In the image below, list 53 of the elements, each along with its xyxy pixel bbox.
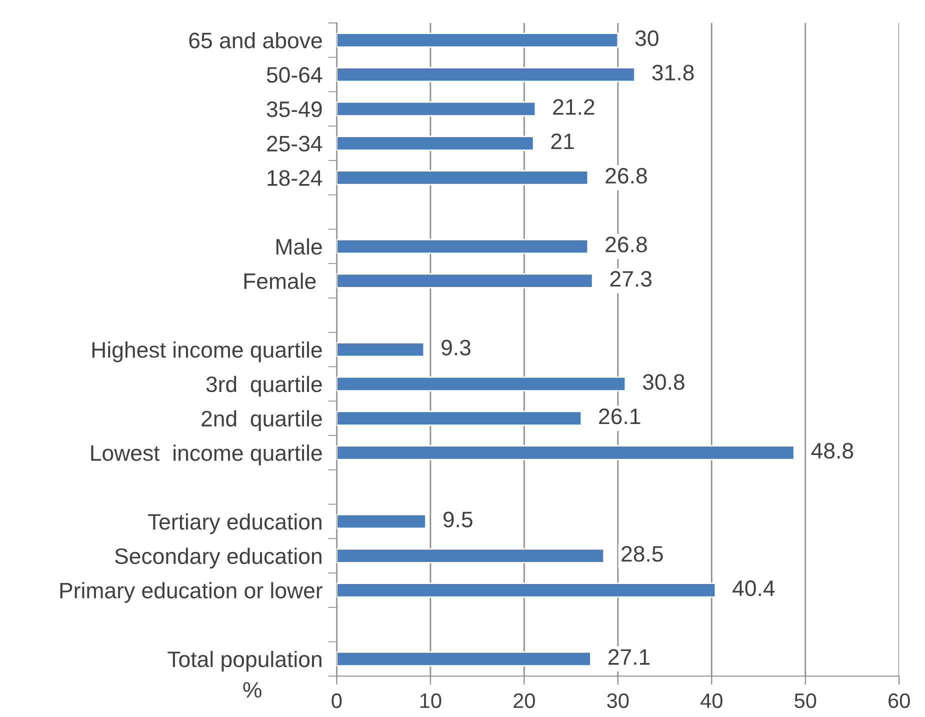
x-axis-title: %	[243, 682, 262, 698]
data-label: 21	[551, 133, 574, 150]
bar	[336, 66, 636, 82]
bar	[336, 376, 626, 392]
bar	[336, 651, 592, 667]
y-tick-label: 50-64	[266, 67, 322, 83]
data-label: 30.8	[642, 374, 684, 390]
y-tick-label: Total population	[168, 650, 322, 672]
bar	[336, 445, 795, 460]
y-tick-label: 2nd quartile	[202, 410, 322, 431]
x-tick-label: 10	[420, 693, 442, 708]
bar	[336, 238, 589, 254]
data-label: 40.4	[732, 580, 775, 596]
x-tick-label: 20	[514, 693, 535, 708]
bar	[336, 273, 594, 288]
y-tick-label: Lowest income quartile	[91, 444, 322, 466]
bar	[336, 410, 582, 426]
bar	[336, 514, 426, 529]
y-tick-label: 35-49	[266, 101, 322, 118]
data-label: 9.5	[443, 512, 472, 528]
y-tick-label: Tertiary education	[148, 513, 322, 534]
data-label: 31.8	[652, 64, 694, 80]
y-tick-label: Primary education or lower	[60, 582, 322, 603]
data-label: 21.2	[553, 99, 594, 115]
x-tick-label: 50	[794, 693, 816, 708]
bar	[336, 342, 425, 358]
bar	[336, 101, 536, 116]
data-label: 48.8	[811, 442, 854, 459]
y-tick-label: Male	[276, 238, 322, 255]
x-tick-label: 40	[700, 693, 722, 708]
data-label: 27.1	[608, 649, 650, 665]
x-tick-label: 0	[332, 693, 342, 708]
y-tick-label: Secondary education	[115, 548, 322, 568]
data-label: 9.3	[442, 340, 470, 356]
x-tick-label: 60	[888, 693, 910, 708]
bar	[336, 548, 605, 564]
bar	[336, 582, 716, 598]
bar	[336, 170, 589, 186]
data-label: 27.3	[610, 271, 652, 287]
bar	[336, 32, 619, 48]
data-label: 30	[635, 30, 658, 46]
bar	[336, 136, 534, 151]
y-tick-label: Female	[244, 272, 316, 290]
y-tick-label: Highest income quartile	[92, 341, 322, 362]
y-tick-label: 3rd quartile	[206, 376, 322, 397]
x-tick-label: 30	[607, 693, 629, 708]
data-label: 26.1	[599, 408, 640, 424]
y-tick-label: 18-24	[268, 170, 322, 186]
data-label: 28.5	[622, 546, 663, 562]
data-label: 26.8	[606, 236, 647, 252]
y-tick-label: 25-34	[267, 136, 322, 152]
data-label: 26.8	[606, 168, 647, 184]
y-tick-label: 65 and above	[189, 32, 322, 48]
